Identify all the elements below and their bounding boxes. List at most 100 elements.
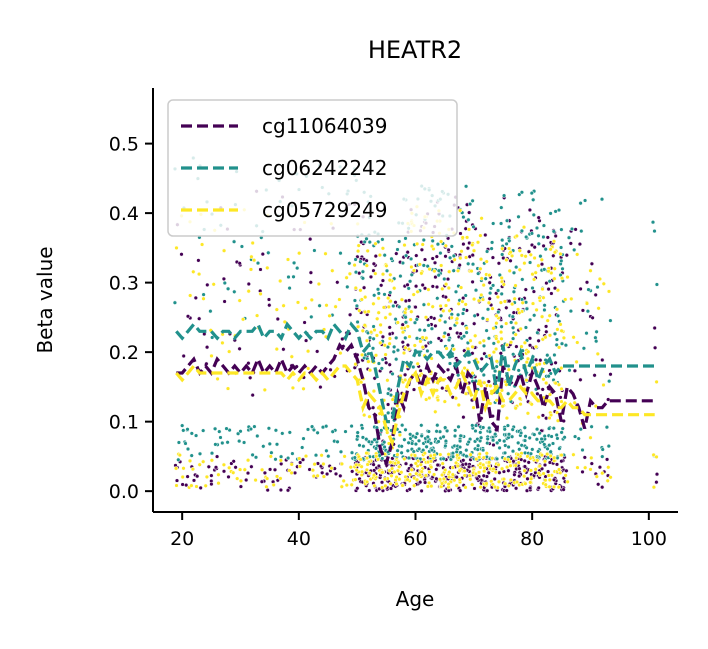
scatter-point [280, 431, 285, 436]
scatter-point [313, 453, 319, 458]
scatter-point [478, 257, 484, 262]
legend-entry-label: cg06242242 [262, 156, 388, 180]
scatter-point [654, 454, 659, 460]
scatter-point [252, 424, 257, 429]
scatter-point [302, 320, 307, 325]
scatter-point [524, 445, 529, 450]
scatter-point [558, 322, 563, 327]
scatter-point [376, 296, 381, 301]
scatter-point [526, 249, 532, 254]
scatter-point [363, 294, 368, 300]
scatter-point [289, 354, 294, 359]
scatter-point [536, 415, 541, 420]
scatter-point [517, 396, 523, 401]
scatter-point [397, 464, 402, 469]
scatter-point [514, 344, 519, 349]
scatter-point [420, 345, 425, 350]
scatter-point [455, 268, 461, 273]
scatter-point [455, 312, 461, 317]
scatter-point [470, 371, 475, 376]
scatter-point [464, 330, 469, 335]
scatter-point [461, 415, 466, 420]
scatter-point [239, 244, 245, 249]
scatter-point [540, 387, 545, 392]
scatter-point [499, 336, 504, 341]
scatter-point [556, 345, 562, 350]
scatter-point [421, 237, 426, 243]
scatter-point [547, 392, 553, 397]
scatter-point [500, 252, 505, 257]
scatter-point [177, 452, 182, 458]
scatter-point [532, 255, 537, 261]
scatter-point [494, 364, 499, 369]
scatter-point [201, 428, 206, 433]
scatter-point [555, 288, 561, 293]
scatter-point [212, 426, 218, 431]
scatter-point [552, 331, 558, 336]
scatter-point [606, 289, 612, 294]
scatter-point [508, 340, 514, 345]
series-line-cg11064039 [176, 342, 655, 469]
scatter-point [551, 229, 556, 234]
scatter-point [506, 367, 511, 372]
scatter-point [533, 344, 539, 349]
scatter-point [303, 306, 308, 311]
scatter-point [460, 311, 466, 316]
scatter-point [408, 317, 413, 322]
scatter-point [457, 468, 462, 473]
scatter-point [513, 283, 518, 288]
scatter-point [211, 282, 216, 287]
scatter-point [458, 450, 463, 455]
scatter-point [548, 449, 553, 454]
scatter-point [430, 284, 435, 289]
scatter-point [517, 473, 522, 479]
scatter-point [393, 300, 398, 305]
scatter-point [588, 467, 593, 472]
scatter-point [180, 423, 185, 428]
scatter-point [429, 315, 434, 320]
scatter-point [241, 440, 247, 445]
scatter-point [380, 246, 386, 251]
x-axis-label: Age [396, 587, 435, 611]
scatter-point [466, 464, 472, 469]
scatter-point [357, 443, 362, 448]
scatter-point [490, 255, 496, 260]
scatter-point [456, 402, 461, 408]
scatter-point [504, 464, 510, 470]
scatter-point [443, 294, 448, 300]
scatter-point [388, 460, 393, 465]
scatter-point [437, 477, 443, 482]
scatter-point [338, 251, 343, 256]
scatter-point [514, 479, 520, 485]
scatter-point [434, 476, 439, 481]
scatter-point [559, 365, 564, 371]
scatter-point [531, 197, 536, 202]
scatter-point [470, 423, 475, 428]
scatter-point [354, 303, 360, 309]
scatter-point [651, 452, 656, 458]
scatter-point [394, 251, 399, 256]
scatter-point [518, 430, 524, 436]
scatter-point [501, 282, 506, 287]
scatter-point [566, 235, 572, 240]
scatter-point [347, 261, 352, 266]
scatter-point [564, 253, 569, 258]
scatter-point [561, 335, 567, 341]
scatter-point [542, 303, 547, 308]
scatter-point [460, 299, 465, 304]
scatter-point [525, 411, 531, 416]
scatter-point [357, 308, 362, 313]
scatter-point [240, 317, 246, 322]
scatter-point [333, 471, 339, 477]
scatter-point [510, 427, 515, 432]
scatter-point [538, 358, 543, 363]
scatter-point [457, 262, 462, 268]
scatter-point [196, 258, 201, 263]
scatter-point [514, 455, 519, 461]
scatter-point [510, 325, 516, 330]
scatter-point [316, 281, 322, 287]
scatter-point [387, 336, 393, 341]
scatter-point [539, 466, 545, 471]
scatter-point [291, 274, 296, 279]
scatter-point [358, 259, 363, 264]
